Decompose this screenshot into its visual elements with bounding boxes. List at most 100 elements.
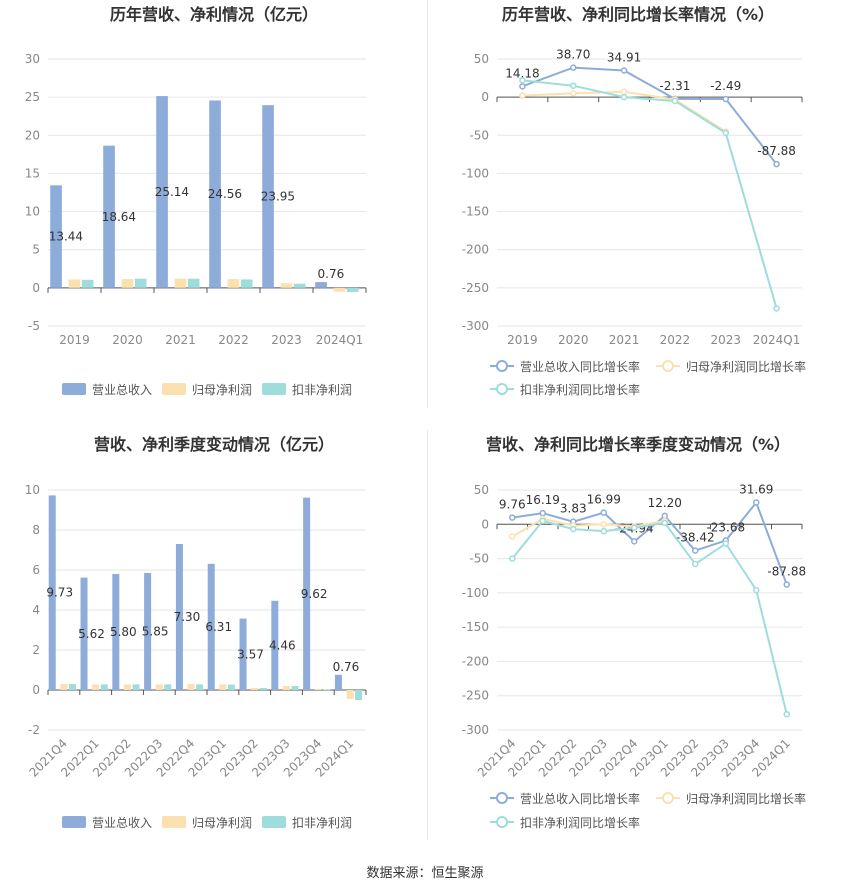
bar-1 [303, 497, 311, 690]
data-label: 3.57 [237, 647, 264, 661]
bar-1 [144, 573, 152, 690]
bar-2 [174, 278, 187, 288]
data-label: 31.69 [739, 483, 773, 497]
data-label: 7.30 [174, 610, 201, 624]
y-tick-label: 50 [474, 52, 489, 66]
legend-swatch-marker [496, 792, 508, 804]
y-tick-label: -200 [462, 243, 489, 257]
series-point-3 [671, 97, 679, 105]
bar-1 [262, 105, 274, 288]
y-tick-label: 10 [25, 483, 40, 497]
series-point-2 [509, 533, 516, 540]
series-point-1 [509, 514, 516, 521]
y-tick-label: -150 [462, 620, 489, 634]
y-tick-label: 0 [481, 517, 489, 531]
series-point-3 [509, 555, 516, 562]
data-label: 5.80 [110, 625, 137, 639]
y-tick-label: -100 [462, 586, 489, 600]
legend-swatch [162, 383, 186, 395]
data-label: 0.76 [333, 660, 360, 674]
chart-title: 营收、净利同比增长率季度变动情况（%） [486, 435, 790, 454]
bar-2 [68, 279, 81, 288]
bar-3 [323, 689, 331, 691]
y-tick-label: -300 [462, 723, 489, 737]
bar-3 [293, 283, 306, 288]
bar-1 [239, 618, 247, 690]
bar-2 [251, 688, 259, 690]
data-label: 9.73 [46, 586, 73, 600]
bar-1 [207, 563, 215, 690]
x-tick-label: 2020 [112, 333, 143, 347]
chart-title: 历年营收、净利情况（亿元） [110, 5, 318, 24]
series-point-1 [620, 67, 628, 74]
data-label: 0.76 [318, 267, 345, 281]
legend-swatch-marker [662, 792, 674, 804]
bar-2 [60, 684, 68, 690]
legend-label: 营业总收入 [92, 816, 152, 830]
data-label: 5.62 [78, 627, 105, 641]
data-label: 5.85 [142, 625, 169, 639]
legend-label: 归母净利润 [192, 383, 252, 397]
legend-label: 扣非净利润同比增长率 [520, 815, 640, 830]
legend-label: 扣非净利润同比增长率 [520, 382, 640, 397]
series-point-1 [631, 538, 638, 545]
x-tick-label: 2021 [609, 333, 640, 347]
series-point-3 [661, 519, 668, 527]
data-label: 24.56 [208, 187, 242, 201]
y-tick-label: -2 [28, 723, 40, 737]
series-point-1 [753, 499, 760, 506]
bar-3 [227, 684, 235, 690]
y-tick-label: 25 [25, 90, 40, 104]
vertical-divider [427, 0, 428, 408]
legend-swatch [262, 816, 286, 828]
legend-label: 营业总收入 [92, 383, 152, 397]
series-point-1 [773, 160, 780, 168]
bar-1 [315, 282, 327, 288]
legend-swatch [62, 383, 86, 395]
data-label: -38.42 [676, 531, 715, 545]
data-label: 3.83 [560, 502, 587, 516]
data-label: 13.44 [49, 230, 83, 244]
data-label: 16.19 [526, 493, 560, 507]
bar-2 [346, 690, 354, 699]
bar-3 [196, 684, 204, 690]
data-label: 6.31 [205, 620, 232, 634]
bar-3 [355, 690, 363, 700]
y-tick-label: 20 [25, 128, 40, 142]
bar-1 [334, 674, 342, 690]
data-label: 38.70 [556, 48, 590, 62]
chart-panel-2: 历年营收、净利同比增长率情况（%） 50 0 -50 -100 -150 -200 -250 -… [462, 5, 806, 397]
bar-3 [259, 688, 267, 690]
legend-label: 归母净利润 [192, 816, 252, 830]
y-tick-label: 30 [25, 52, 40, 66]
bar-3 [187, 278, 200, 288]
data-label: 9.62 [301, 587, 328, 601]
x-tick-label: 2022 [218, 333, 249, 347]
series-line-1 [522, 66, 778, 165]
series-line-1 [512, 500, 788, 585]
series-point-1 [692, 547, 699, 554]
chart-panel-1: 历年营收、净利情况（亿元） 30 25 20 15 10 5 0 -5 2019 2020 2021 2… [25, 5, 367, 397]
series-line-2 [511, 517, 665, 538]
bar-2 [187, 684, 195, 690]
bar-2 [333, 287, 346, 292]
series-point-1 [570, 64, 577, 71]
series-line-3 [522, 79, 778, 309]
bar-2 [92, 684, 100, 690]
series-point-3 [519, 77, 526, 84]
y-tick-label: -5 [28, 319, 40, 333]
bar-1 [80, 577, 88, 690]
series-point-2 [600, 521, 607, 528]
bar-2 [155, 684, 163, 690]
bar-2 [227, 279, 240, 288]
chart-panel-3: 营收、净利季度变动情况（亿元）1086420-22021Q42022Q12022… [25, 435, 367, 830]
y-tick-label: -50 [469, 552, 489, 566]
legend-label: 营业总收入同比增长率 [520, 791, 640, 806]
bar-3 [134, 278, 147, 288]
series-point-3 [539, 517, 546, 525]
bar-2 [121, 279, 134, 288]
bar-1 [112, 574, 120, 690]
data-label: 9.76 [499, 498, 526, 512]
legend-swatch [162, 816, 186, 828]
vertical-divider [427, 430, 428, 840]
